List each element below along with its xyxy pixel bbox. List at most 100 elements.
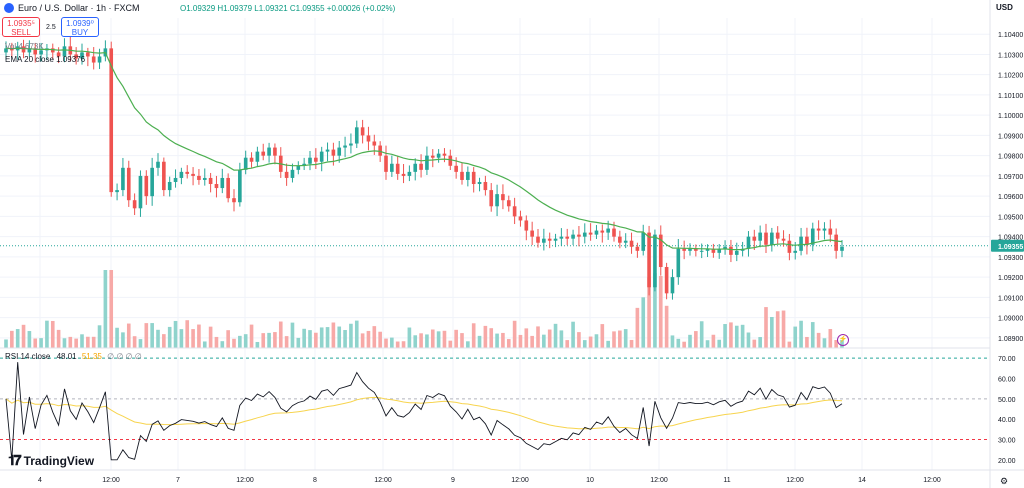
candle-body xyxy=(302,163,306,166)
volume-bar xyxy=(711,334,716,348)
volume-bar xyxy=(144,323,149,348)
time-tick-label: 4 xyxy=(38,477,42,484)
volume-bar xyxy=(694,331,698,348)
candle-body xyxy=(97,56,102,63)
candle-body xyxy=(676,248,681,278)
volume-bar xyxy=(208,326,213,348)
candle-body xyxy=(711,248,716,253)
candle-body xyxy=(314,157,318,162)
candle-body xyxy=(705,248,710,251)
volume-bar xyxy=(378,331,382,348)
price-tick-label: 1.10100 xyxy=(998,93,1023,100)
volume-bar xyxy=(571,321,575,348)
rsi-legend-value: 48.01 xyxy=(56,352,77,361)
time-tick-label: 11 xyxy=(723,477,730,484)
lightning-icon[interactable]: ⚡ xyxy=(837,334,849,346)
buy-button[interactable]: 1.0939⁰ BUY xyxy=(61,17,99,37)
volume-bar xyxy=(793,326,798,348)
rsi-legend[interactable]: RSI 14 close 48.01 51.35 ∅ ∅ ∅ ∅ xyxy=(5,352,142,361)
price-tick-label: 1.09200 xyxy=(998,275,1023,282)
volume-bar xyxy=(167,326,172,348)
currency-label[interactable]: USD xyxy=(996,3,1013,12)
candle-body xyxy=(290,169,295,178)
candle-body xyxy=(699,250,704,252)
volume-bar xyxy=(255,341,260,348)
price-tick-label: 1.10300 xyxy=(998,52,1023,59)
candle-body xyxy=(729,246,733,255)
settings-gear-icon[interactable]: ⚙ xyxy=(1000,476,1009,486)
candle-body xyxy=(150,167,154,197)
volume-bar xyxy=(682,341,686,348)
volume-bar xyxy=(278,321,283,348)
volume-bar xyxy=(238,335,242,348)
volume-bar xyxy=(4,339,8,348)
volume-bar xyxy=(296,337,301,348)
candle-body xyxy=(132,200,137,209)
time-tick-label: 9 xyxy=(451,477,455,484)
candle-body xyxy=(810,228,815,245)
volume-bar xyxy=(799,320,803,348)
volume-bar xyxy=(787,341,792,348)
price-tick-label: 1.09600 xyxy=(998,194,1023,201)
rsi-pane: 70.00 60.00 50.00 40.00 30.00 20.00 xyxy=(0,347,1016,465)
volume-bar xyxy=(343,330,347,348)
price-tick-label: 1.09400 xyxy=(998,235,1023,242)
volume-bar xyxy=(471,323,476,348)
volume-bar xyxy=(588,336,593,348)
candle-body xyxy=(688,248,692,251)
time-tick-label: 8 xyxy=(313,477,317,484)
candle-body xyxy=(21,46,26,53)
volume-bar xyxy=(91,336,96,348)
candle-body xyxy=(582,232,587,237)
volume-bar xyxy=(191,329,195,348)
volume-bar xyxy=(267,332,271,348)
volume-bar xyxy=(559,330,564,348)
volume-bar xyxy=(232,338,236,348)
volume-bar xyxy=(86,336,90,348)
candle-body xyxy=(664,267,669,294)
volume-bar xyxy=(354,320,359,348)
candle-body xyxy=(530,230,534,237)
candle-body xyxy=(407,171,412,176)
sell-label: SELL xyxy=(11,28,31,37)
volume-bar xyxy=(366,330,371,348)
buy-label: BUY xyxy=(71,28,89,37)
candle-body xyxy=(775,232,780,239)
candle-body xyxy=(27,48,32,53)
candle-body xyxy=(764,232,768,245)
volume-bar xyxy=(185,320,190,348)
candle-body xyxy=(547,238,552,241)
candle-body xyxy=(612,228,616,237)
volume-bar xyxy=(670,335,675,348)
sell-button[interactable]: 1.0935⁵ SELL xyxy=(2,17,40,37)
candle-body xyxy=(840,246,844,251)
volume-bar xyxy=(413,335,418,348)
ema-legend[interactable]: EMA 20 close 1.09376 xyxy=(5,55,86,64)
symbol-title[interactable]: Euro / U.S. Dollar · 1h · FXCM xyxy=(18,3,140,13)
candle-body xyxy=(384,155,388,172)
volume-bar xyxy=(39,338,43,348)
candle-body xyxy=(448,155,453,166)
time-tick-label: 12:00 xyxy=(650,477,668,484)
volume-legend[interactable]: Vol 4.673K xyxy=(5,42,44,51)
volume-bar xyxy=(658,276,663,348)
candle-body xyxy=(197,175,201,180)
ema-20-line xyxy=(5,47,843,251)
volume-bar xyxy=(676,338,681,348)
volume-bar xyxy=(612,331,616,348)
volume-bar xyxy=(290,322,295,348)
candle-body xyxy=(518,216,523,221)
candle-body xyxy=(506,200,511,207)
candle-body xyxy=(460,171,464,180)
candle-body xyxy=(390,163,394,172)
volume-bar xyxy=(647,277,651,348)
volume-bar xyxy=(810,322,815,348)
volume-bar xyxy=(156,329,160,348)
current-price-badge xyxy=(991,239,1024,252)
tradingview-logo[interactable]: 𝟏𝟕 TradingView xyxy=(8,452,94,469)
volume-bar xyxy=(512,320,517,348)
volume-bar xyxy=(407,327,412,348)
candle-body xyxy=(243,157,248,170)
candle-body xyxy=(799,236,803,251)
